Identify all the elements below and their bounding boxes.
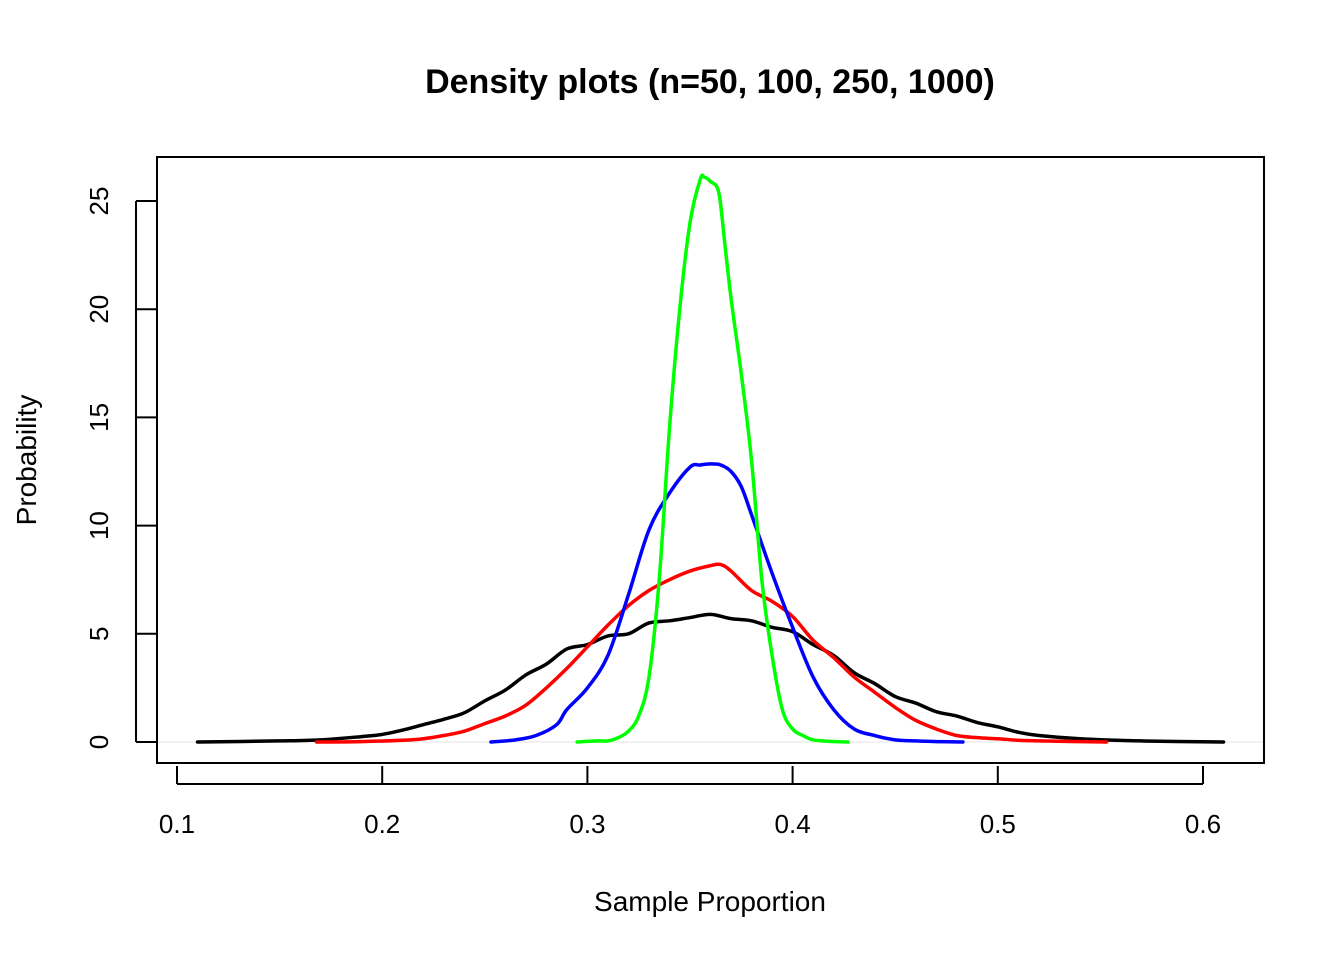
chart-title: Density plots (n=50, 100, 250, 1000) [425,63,995,101]
series-line-1 [195,612,1226,744]
y-tick-label: 15 [84,403,114,432]
x-tick-label: 0.1 [159,809,195,839]
x-tick-label: 0.2 [364,809,400,839]
x-tick-label: 0.6 [1185,809,1221,839]
series-line-2 [314,562,1109,744]
y-axis: 0 5 10 15 20 25 [84,187,156,749]
series-line-3 [489,462,965,744]
y-tick-label: 10 [84,511,114,540]
x-tick-label: 0.3 [569,809,605,839]
plot-frame [156,156,1265,764]
y-tick-label: 25 [84,187,114,216]
series-line-4 [575,173,850,744]
x-axis: 0.1 0.2 0.3 0.4 0.5 0.6 [159,766,1221,839]
y-tick-label: 0 [84,735,114,749]
series-layer [195,173,1226,744]
y-tick-label: 20 [84,295,114,324]
x-tick-label: 0.5 [980,809,1016,839]
x-tick-label: 0.4 [775,809,811,839]
x-axis-label: Sample Proportion [594,886,826,917]
y-tick-label: 5 [84,627,114,641]
y-axis-label: Probability [11,395,42,526]
